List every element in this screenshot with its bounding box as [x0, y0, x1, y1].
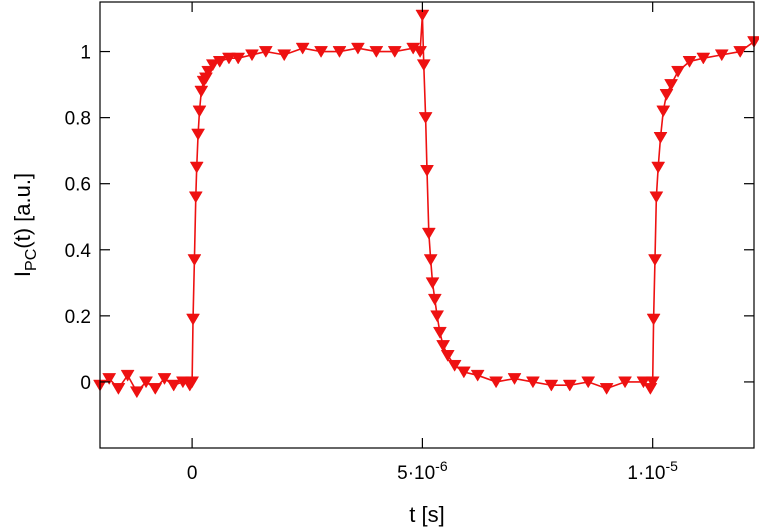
data-point	[682, 56, 697, 68]
data-point	[139, 376, 153, 389]
data-point	[671, 65, 685, 78]
data-point	[277, 49, 292, 62]
y-axis-title: IPC(t) [a.u.]	[10, 173, 40, 277]
x-tick-label: 5·10-6	[397, 458, 448, 484]
data-point	[581, 376, 596, 389]
data-point	[447, 359, 462, 372]
x-tick-label: 0	[187, 463, 198, 484]
data-point	[733, 46, 748, 58]
data-point	[148, 383, 163, 395]
data-point	[231, 52, 246, 65]
data-point	[102, 373, 117, 385]
data-point	[369, 46, 384, 58]
data-point	[245, 49, 259, 62]
data-point	[562, 379, 577, 392]
data-point	[653, 132, 668, 144]
data-point	[636, 376, 651, 389]
data-point	[188, 191, 203, 204]
series-line	[99, 15, 755, 394]
data-point	[714, 49, 729, 62]
data-point	[222, 52, 236, 65]
data-point	[423, 254, 438, 267]
plot-area-frame	[99, 1, 755, 449]
x-axis-title: t [s]	[409, 502, 444, 527]
data-point	[456, 366, 471, 379]
x-tick-label: 1·10-5	[627, 458, 678, 484]
data-point	[425, 277, 440, 290]
x-axis-ticks: 0 5·10-6 1·10-5	[187, 2, 678, 484]
data-point	[427, 293, 442, 306]
data-point	[646, 313, 661, 326]
data-point	[648, 254, 662, 267]
data-point	[421, 227, 436, 240]
data-point	[185, 376, 200, 389]
data-point	[418, 112, 433, 124]
data-point	[205, 59, 220, 72]
data-point	[664, 79, 679, 91]
data-point	[696, 52, 711, 65]
y-tick-label: 0.8	[65, 109, 91, 130]
data-point	[643, 383, 658, 395]
data-point	[432, 326, 447, 339]
data-point	[187, 254, 202, 267]
data-point	[258, 46, 273, 58]
data-point	[470, 369, 485, 382]
data-point	[157, 373, 172, 385]
data-point	[436, 340, 451, 352]
data-point	[295, 42, 310, 55]
data-point	[191, 128, 206, 141]
data-point	[201, 65, 216, 78]
y-tick-label: 0.6	[65, 175, 91, 196]
y-tick-label: 0.4	[65, 241, 92, 262]
y-tick-label: 0.2	[65, 307, 91, 328]
data-point	[440, 350, 455, 362]
data-point	[489, 376, 504, 389]
data-point	[525, 376, 540, 389]
data-point	[189, 161, 204, 174]
data-point	[192, 105, 207, 118]
y-axis-title-subscript: PC	[23, 249, 40, 271]
data-point	[430, 310, 445, 323]
data-point	[212, 56, 227, 68]
y-axis-title-main: I	[10, 271, 35, 277]
data-point	[387, 46, 402, 58]
data-point	[656, 105, 671, 118]
data-point	[186, 313, 200, 326]
data-point	[599, 383, 614, 395]
data-point	[314, 46, 329, 58]
data-point	[659, 89, 674, 101]
marks-layer	[93, 9, 759, 399]
data-point	[120, 369, 135, 382]
data-point	[111, 383, 126, 395]
y-tick-label: 0	[80, 373, 91, 394]
data-point	[420, 165, 434, 177]
y-axis-title-rest: (t) [a.u.]	[10, 173, 35, 249]
data-point	[166, 379, 181, 392]
data-point	[416, 59, 431, 72]
data-point	[350, 42, 365, 55]
data-point	[332, 46, 347, 58]
data-point	[649, 191, 664, 204]
data-point	[645, 376, 660, 389]
data-point	[544, 379, 559, 392]
y-tick-label: 1	[80, 43, 91, 64]
data-point	[194, 85, 209, 98]
y-axis-ticks: 0 0.2 0.4 0.6 0.8 1	[65, 43, 754, 394]
data-point	[507, 373, 522, 385]
data-point	[129, 386, 144, 399]
data-point	[651, 161, 666, 174]
data-point	[618, 376, 632, 389]
data-point	[413, 46, 428, 58]
